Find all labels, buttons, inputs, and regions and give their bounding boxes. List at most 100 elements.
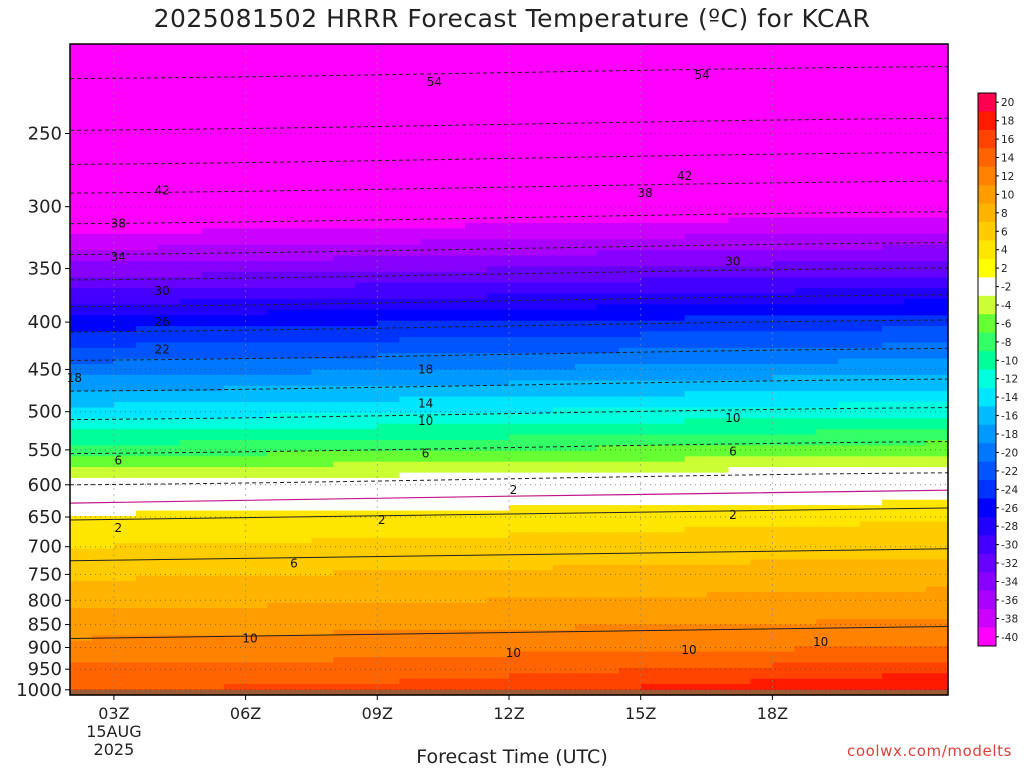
heatmap-cell — [509, 103, 532, 110]
contour-label: 10 — [418, 414, 433, 428]
heatmap-cell — [92, 407, 115, 414]
heatmap-cell — [552, 336, 576, 343]
heatmap-cell — [487, 602, 510, 609]
heatmap-cell — [223, 602, 247, 609]
heatmap-cell — [113, 185, 137, 192]
heatmap-cell — [443, 71, 466, 78]
heatmap-cell — [772, 342, 795, 349]
heatmap-cell — [465, 678, 488, 685]
x-tick-label: 12Z — [493, 704, 524, 723]
heatmap-cell — [882, 65, 905, 72]
heatmap-cell — [640, 223, 664, 229]
heatmap-cell — [311, 315, 334, 322]
heatmap-cell — [882, 483, 905, 490]
heatmap-cell — [201, 141, 225, 148]
heatmap-cell — [684, 651, 708, 658]
heatmap-cell — [223, 608, 247, 615]
heatmap-cell — [443, 526, 466, 533]
heatmap-cell — [662, 342, 686, 349]
heatmap-cell — [201, 179, 225, 186]
heatmap-cell — [487, 483, 510, 490]
heatmap-cell — [289, 190, 313, 197]
heatmap-cell — [596, 537, 620, 544]
heatmap-cell — [882, 646, 905, 653]
heatmap-cell — [289, 532, 313, 539]
heatmap-cell — [706, 223, 730, 229]
heatmap-cell — [421, 92, 444, 99]
heatmap-cell — [684, 233, 708, 240]
heatmap-cell — [552, 629, 576, 636]
heatmap-cell — [70, 261, 93, 267]
heatmap-cell — [157, 635, 181, 642]
heatmap-cell — [201, 217, 225, 224]
heatmap-cell — [816, 467, 839, 474]
heatmap-cell — [201, 521, 225, 528]
heatmap-cell — [157, 472, 181, 479]
heatmap-cell — [443, 467, 466, 474]
heatmap-cell — [750, 554, 774, 560]
heatmap-cell — [311, 391, 334, 398]
heatmap-cell — [311, 624, 334, 631]
heatmap-cell — [333, 418, 356, 425]
heatmap-cell — [816, 651, 839, 658]
heatmap-cell — [377, 657, 400, 663]
heatmap-cell — [596, 412, 620, 419]
heatmap-cell — [684, 613, 708, 620]
heatmap-cell — [640, 261, 664, 267]
heatmap-cell — [706, 461, 730, 468]
heatmap-cell — [267, 586, 291, 593]
heatmap-cell — [355, 136, 378, 143]
heatmap-cell — [684, 640, 708, 647]
heatmap-cell — [596, 461, 620, 468]
heatmap-cell — [443, 347, 466, 354]
heatmap-cell — [904, 526, 927, 533]
heatmap-cell — [618, 76, 642, 83]
heatmap-cell — [135, 152, 159, 159]
heatmap-cell — [509, 396, 532, 403]
heatmap-cell — [728, 320, 752, 327]
heatmap-cell — [794, 125, 817, 132]
heatmap-cell — [509, 125, 532, 132]
heatmap-cell — [816, 483, 839, 490]
heatmap-cell — [706, 510, 730, 517]
heatmap-cell — [487, 657, 510, 663]
heatmap-cell — [399, 635, 422, 642]
heatmap-cell — [223, 342, 247, 349]
heatmap-cell — [421, 223, 444, 229]
heatmap-cell — [926, 510, 949, 517]
heatmap-cell — [574, 478, 598, 484]
heatmap-cell — [333, 537, 356, 544]
heatmap-cell — [706, 233, 730, 240]
heatmap-cell — [882, 575, 905, 582]
heatmap-cell — [684, 418, 708, 425]
heatmap-cell — [640, 347, 664, 354]
heatmap-cell — [596, 646, 620, 653]
heatmap-cell — [860, 554, 883, 560]
heatmap-cell — [311, 374, 334, 381]
heatmap-cell — [421, 619, 444, 625]
heatmap-cell — [816, 559, 839, 566]
heatmap-cell — [179, 190, 203, 197]
heatmap-cell — [135, 358, 159, 365]
heatmap-cell — [245, 586, 269, 593]
heatmap-cell — [245, 120, 269, 126]
heatmap-cell — [552, 450, 576, 457]
heatmap-cell — [201, 391, 225, 398]
heatmap-cell — [772, 114, 795, 121]
heatmap-cell — [574, 304, 598, 311]
heatmap-cell — [728, 223, 752, 229]
heatmap-cell — [860, 402, 883, 409]
heatmap-cell — [311, 195, 334, 202]
heatmap-cell — [399, 82, 422, 88]
heatmap-cell — [311, 364, 334, 371]
heatmap-cell — [860, 288, 883, 295]
heatmap-cell — [772, 613, 795, 620]
heatmap-cell — [399, 326, 422, 333]
heatmap-cell — [113, 662, 137, 669]
heatmap-cell — [684, 304, 708, 311]
heatmap-cell — [311, 98, 334, 105]
heatmap-cell — [618, 624, 642, 631]
heatmap-cell — [618, 532, 642, 539]
heatmap-cell — [289, 494, 313, 501]
heatmap-cell — [465, 510, 488, 517]
